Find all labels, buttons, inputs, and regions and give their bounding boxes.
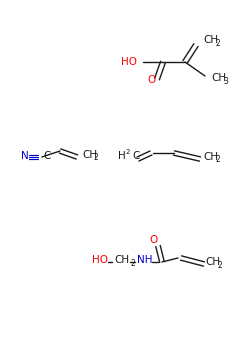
Text: CH: CH: [114, 255, 130, 265]
Text: CH: CH: [203, 35, 218, 45]
Text: 2: 2: [215, 155, 220, 164]
Text: O: O: [148, 75, 156, 85]
Text: O: O: [149, 235, 157, 245]
Text: 2: 2: [94, 154, 99, 162]
Text: 2: 2: [126, 149, 130, 155]
Text: NH: NH: [137, 255, 153, 265]
Text: 2: 2: [130, 259, 136, 268]
Text: 2: 2: [215, 38, 220, 48]
Text: HO: HO: [121, 57, 137, 67]
Text: CH: CH: [82, 150, 97, 160]
Text: 3: 3: [223, 77, 228, 85]
Text: C: C: [132, 151, 140, 161]
Text: HO: HO: [92, 255, 108, 265]
Text: C: C: [43, 151, 51, 161]
Text: H: H: [118, 151, 126, 161]
Text: CH: CH: [203, 152, 218, 162]
Text: CH: CH: [205, 257, 220, 267]
Text: 2: 2: [217, 260, 222, 270]
Text: CH: CH: [211, 73, 226, 83]
Text: N: N: [21, 151, 29, 161]
